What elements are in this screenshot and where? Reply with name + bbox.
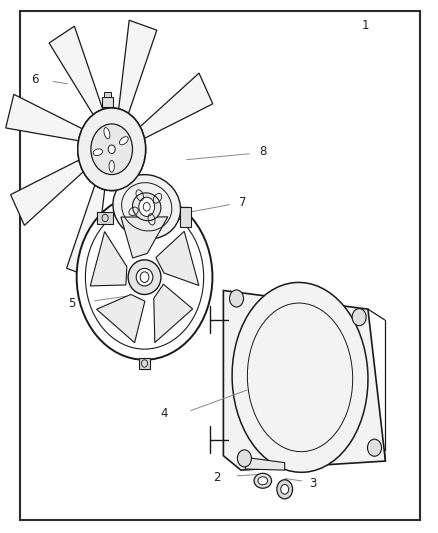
Polygon shape: [119, 20, 157, 115]
Polygon shape: [49, 26, 103, 116]
Text: 1: 1: [362, 19, 370, 32]
Ellipse shape: [109, 160, 114, 172]
Ellipse shape: [78, 108, 145, 191]
Polygon shape: [121, 217, 168, 258]
Ellipse shape: [120, 136, 128, 145]
Polygon shape: [128, 176, 195, 256]
Ellipse shape: [133, 193, 161, 221]
Polygon shape: [11, 159, 84, 225]
Ellipse shape: [93, 149, 102, 156]
Circle shape: [139, 197, 155, 216]
Bar: [97, 212, 113, 224]
Ellipse shape: [128, 260, 161, 294]
Bar: [102, 97, 113, 107]
Circle shape: [237, 450, 251, 467]
Ellipse shape: [93, 149, 102, 156]
Bar: [104, 92, 111, 97]
Circle shape: [77, 195, 212, 360]
Polygon shape: [156, 231, 199, 286]
Bar: [139, 358, 150, 369]
Text: 4: 4: [160, 407, 168, 419]
Text: 8: 8: [259, 146, 266, 158]
Circle shape: [352, 309, 366, 326]
Ellipse shape: [120, 136, 128, 145]
Ellipse shape: [113, 175, 180, 239]
Circle shape: [281, 484, 289, 494]
Ellipse shape: [254, 473, 272, 488]
Circle shape: [140, 272, 149, 282]
Circle shape: [230, 290, 244, 307]
Text: 7: 7: [239, 196, 247, 209]
Ellipse shape: [232, 282, 368, 472]
Ellipse shape: [104, 127, 110, 139]
Text: 6: 6: [31, 74, 39, 86]
Text: 2: 2: [213, 471, 221, 483]
Polygon shape: [6, 94, 83, 141]
Ellipse shape: [91, 124, 132, 175]
Circle shape: [143, 203, 150, 211]
Circle shape: [277, 480, 293, 499]
Ellipse shape: [91, 124, 132, 175]
Ellipse shape: [258, 477, 268, 485]
Ellipse shape: [78, 108, 145, 191]
Polygon shape: [67, 184, 105, 278]
Circle shape: [108, 145, 115, 154]
Circle shape: [367, 439, 381, 456]
Polygon shape: [96, 294, 145, 343]
Text: 5: 5: [69, 297, 76, 310]
Ellipse shape: [109, 160, 114, 172]
Polygon shape: [223, 290, 385, 470]
Text: 3: 3: [310, 478, 317, 490]
Ellipse shape: [136, 269, 153, 286]
Polygon shape: [245, 457, 285, 470]
Ellipse shape: [104, 127, 110, 139]
Bar: [180, 207, 191, 227]
Circle shape: [108, 145, 115, 154]
Polygon shape: [90, 231, 127, 286]
Polygon shape: [154, 284, 193, 343]
Polygon shape: [139, 73, 213, 139]
